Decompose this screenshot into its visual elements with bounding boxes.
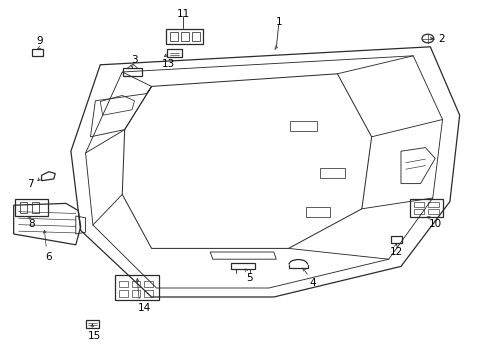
- Text: 13: 13: [162, 59, 175, 69]
- Bar: [32, 202, 39, 213]
- Text: 4: 4: [309, 278, 316, 288]
- Bar: [191, 32, 199, 41]
- Text: 8: 8: [28, 219, 35, 229]
- Bar: [85, 320, 99, 328]
- Text: 3: 3: [131, 55, 138, 65]
- Bar: [230, 263, 255, 269]
- Bar: [390, 236, 401, 243]
- Text: 11: 11: [176, 9, 190, 19]
- Text: 14: 14: [137, 303, 151, 313]
- Text: 2: 2: [438, 33, 445, 44]
- Text: 1: 1: [275, 17, 282, 27]
- Bar: [413, 202, 424, 207]
- Bar: [119, 290, 127, 297]
- Bar: [20, 202, 27, 213]
- Text: 6: 6: [45, 252, 52, 262]
- Text: 9: 9: [37, 36, 43, 46]
- Bar: [305, 207, 329, 217]
- Bar: [115, 275, 159, 300]
- Text: 12: 12: [388, 247, 402, 257]
- Text: 10: 10: [428, 219, 441, 229]
- Bar: [289, 121, 316, 131]
- Bar: [123, 68, 142, 76]
- Bar: [427, 202, 438, 207]
- Bar: [427, 209, 438, 214]
- Bar: [413, 209, 424, 214]
- Bar: [320, 168, 344, 178]
- Bar: [166, 29, 203, 44]
- Bar: [119, 281, 127, 287]
- Text: 5: 5: [245, 273, 252, 283]
- Bar: [15, 199, 48, 216]
- Bar: [181, 32, 188, 41]
- Bar: [170, 32, 178, 41]
- Bar: [131, 290, 140, 297]
- Bar: [32, 49, 42, 56]
- Bar: [167, 49, 182, 57]
- Text: 7: 7: [26, 179, 33, 189]
- Bar: [131, 281, 140, 287]
- Bar: [409, 199, 442, 217]
- Text: 15: 15: [87, 331, 101, 341]
- Bar: [144, 290, 153, 297]
- Bar: [144, 281, 153, 287]
